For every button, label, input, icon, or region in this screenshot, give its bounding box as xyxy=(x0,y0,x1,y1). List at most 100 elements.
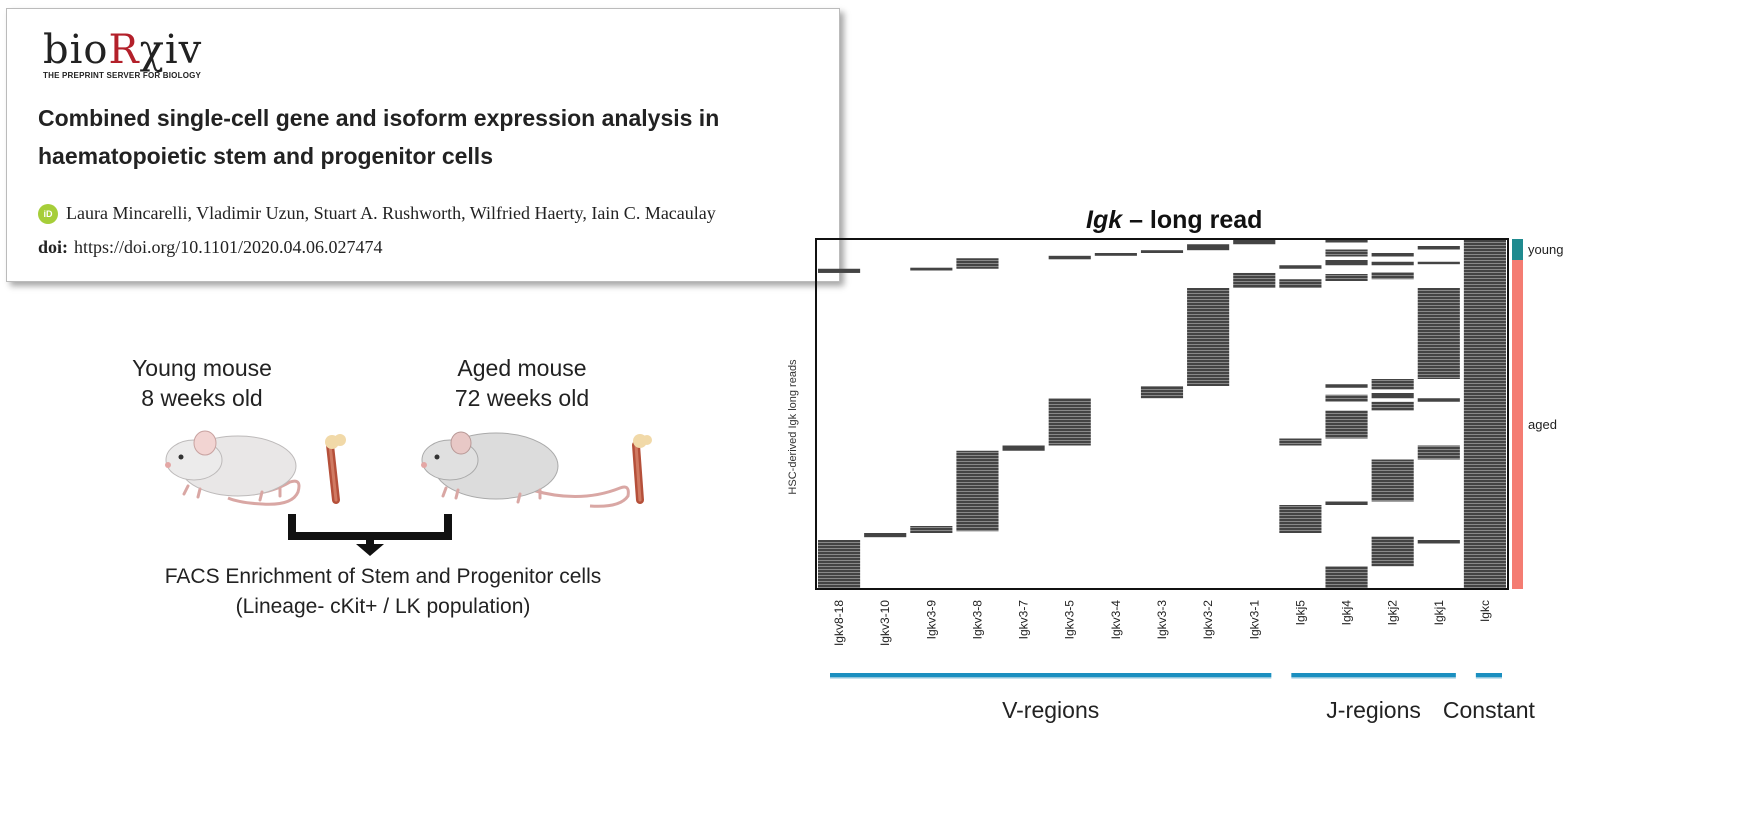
heatmap-cell-igkj5 xyxy=(1279,438,1322,446)
heatmap-title: Igk – long read xyxy=(1086,206,1262,235)
heatmap-cell-igkj1 xyxy=(1417,398,1460,402)
heatmap-cell-igkv3-9 xyxy=(910,526,953,533)
heatmap-frame xyxy=(815,238,1509,590)
paper-title-line-1: Combined single-cell gene and isoform ex… xyxy=(38,105,720,131)
heatmap-cell-igkj2 xyxy=(1371,536,1414,567)
heatmap-cell-igkj5 xyxy=(1279,505,1322,533)
doi-row: doi: https://doi.org/10.1101/2020.04.06.0… xyxy=(38,237,383,258)
region-bar-v-regions xyxy=(830,673,1272,677)
column-label-igkv8-18: Igkv8-18 xyxy=(832,600,846,646)
heatmap-cell-igkv3-2 xyxy=(1187,288,1230,386)
heatmap-cell-igkj4 xyxy=(1325,239,1368,243)
region-bar-constant xyxy=(1475,673,1502,677)
heatmap-cell-igkv3-7 xyxy=(1002,445,1045,451)
heatmap-cell-igkv3-8 xyxy=(956,258,999,269)
column-label-igkv3-4: Igkv3-4 xyxy=(1109,600,1123,640)
region-bar-j-regions xyxy=(1291,673,1456,677)
logo-text-xiv: χiv xyxy=(139,27,203,73)
bone-icon xyxy=(325,434,346,504)
column-label-igkv3-3: Igkv3-3 xyxy=(1155,600,1169,640)
column-label-igkv3-1: Igkv3-1 xyxy=(1247,600,1261,640)
bone-icon xyxy=(632,434,652,504)
author-list: Laura Mincarelli, Vladimir Uzun, Stuart … xyxy=(66,203,716,223)
column-label-igkc: Igkc xyxy=(1478,600,1492,622)
heatmap-cell-igkv3-10 xyxy=(864,533,907,538)
heatmap-cell-igkv3-5 xyxy=(1048,255,1091,260)
region-label-v-regions: V-regions xyxy=(1002,697,1100,723)
heatmap-y-axis-label: HSC-derived Igk long reads xyxy=(787,359,799,495)
heatmap-cell-igkj1 xyxy=(1417,288,1460,379)
heatmap-cell-igkj4 xyxy=(1325,410,1368,439)
row-group-bar-young xyxy=(1512,239,1523,260)
orcid-icon[interactable]: iD xyxy=(38,203,58,224)
heatmap-cell-igkj2 xyxy=(1371,393,1414,399)
heatmap-cell-igkj4 xyxy=(1325,501,1368,505)
young-mouse-label: Young mouse 8 weeks old xyxy=(112,353,292,413)
aged-mouse-label: Aged mouse 72 weeks old xyxy=(430,353,614,413)
facs-line-1: FACS Enrichment of Stem and Progenitor c… xyxy=(164,565,602,588)
doi-link[interactable]: https://doi.org/10.1101/2020.04.06.02747… xyxy=(74,237,383,257)
heatmap-cell-igkj5 xyxy=(1279,265,1322,269)
heatmap-title-rest: – long read xyxy=(1122,206,1263,234)
heatmap-cell-igkc xyxy=(1463,239,1506,589)
logo-subtitle: THE PREPRINT SERVER FOR BIOLOGY xyxy=(43,71,202,80)
paper-title: Combined single-cell gene and isoform ex… xyxy=(38,99,818,175)
paper-title-line-2: haematopoietic stem and progenitor cells xyxy=(38,143,493,169)
heatmap-cell-igkv3-3 xyxy=(1140,386,1184,399)
logo-text-bio: bio xyxy=(43,27,109,73)
paper-header-card: bioRχiv THE PREPRINT SERVER FOR BIOLOGY … xyxy=(6,8,840,282)
biorxiv-logo: bioRχiv THE PREPRINT SERVER FOR BIOLOGY xyxy=(43,27,202,80)
heatmap-cell-igkv3-4 xyxy=(1094,253,1137,256)
heatmap-cell-igkv3-1 xyxy=(1233,239,1276,245)
row-group-bar-aged xyxy=(1512,260,1523,589)
heatmap-cell-igkj1 xyxy=(1417,540,1460,544)
region-bar-shadow-constant xyxy=(1475,677,1502,679)
young-mouse-line-1: Young mouse xyxy=(132,355,272,381)
column-label-igkv3-9: Igkv3-9 xyxy=(924,600,938,640)
column-label-igkv3-7: Igkv3-7 xyxy=(1017,600,1031,640)
region-label-constant: Constant xyxy=(1442,697,1535,723)
heatmap-cell-igkj4 xyxy=(1325,566,1368,589)
aged-mouse-line-1: Aged mouse xyxy=(457,355,587,381)
aged-mouse-icon xyxy=(421,431,630,508)
authors-row: iD Laura Mincarelli, Vladimir Uzun, Stua… xyxy=(38,203,716,224)
heatmap-cell-igkv3-2 xyxy=(1187,244,1230,251)
row-group-label-aged: aged xyxy=(1528,416,1557,432)
young-mouse-line-2: 8 weeks old xyxy=(141,385,263,411)
experiment-diagram xyxy=(165,430,652,556)
row-group-label-young: young xyxy=(1528,241,1564,257)
merge-arrow-icon xyxy=(288,514,452,556)
heatmap-cell-igkj1 xyxy=(1417,445,1460,460)
column-label-igkv3-10: Igkv3-10 xyxy=(878,600,892,646)
facs-line-2: (Lineage- cKit+ / LK population) xyxy=(235,595,531,618)
heatmap-cell-igkv8-18 xyxy=(818,540,861,589)
young-mouse-icon xyxy=(165,430,301,506)
region-bar-shadow-v-regions xyxy=(830,677,1272,679)
heatmap-cell-igkj4 xyxy=(1325,394,1368,402)
column-label-igkv3-8: Igkv3-8 xyxy=(970,600,984,640)
column-label-igkj4: Igkj4 xyxy=(1340,600,1354,626)
column-label-igkv3-5: Igkv3-5 xyxy=(1063,600,1077,640)
column-label-igkv3-2: Igkv3-2 xyxy=(1201,600,1215,640)
heatmap-cell-igkj4 xyxy=(1325,249,1368,257)
heatmap-cell-igkj2 xyxy=(1371,379,1414,390)
heatmap-cell-igkj4 xyxy=(1325,260,1368,266)
heatmap-cell-igkj1 xyxy=(1417,246,1460,250)
heatmap-cell-igkj2 xyxy=(1371,401,1414,411)
column-label-igkj5: Igkj5 xyxy=(1293,600,1307,626)
heatmap-cell-igkj4 xyxy=(1325,274,1368,281)
doi-label: doi: xyxy=(38,237,69,257)
heatmap-title-gene: Igk xyxy=(1086,206,1123,234)
column-label-igkj1: Igkj1 xyxy=(1432,600,1446,626)
heatmap-cell-igkv3-9 xyxy=(910,267,953,271)
aged-mouse-line-2: 72 weeks old xyxy=(454,385,590,411)
region-bar-shadow-j-regions xyxy=(1291,677,1456,679)
heatmap-cell-igkv3-3 xyxy=(1140,250,1184,253)
facs-caption: FACS Enrichment of Stem and Progenitor c… xyxy=(118,562,648,622)
heatmap-cell-igkj4 xyxy=(1325,384,1368,388)
heatmap-cell-igkv3-1 xyxy=(1233,272,1276,288)
column-label-igkj2: Igkj2 xyxy=(1386,600,1400,626)
heatmap-cell-igkv3-8 xyxy=(956,450,999,532)
heatmap-cell-igkj5 xyxy=(1279,279,1322,288)
region-label-j-regions: J-regions xyxy=(1326,697,1421,723)
